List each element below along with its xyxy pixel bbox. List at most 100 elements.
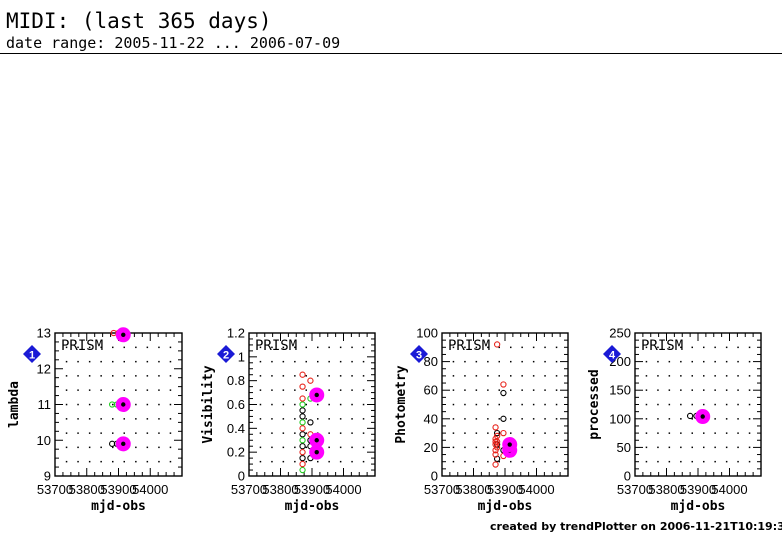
- grid-dot: [475, 375, 478, 377]
- x-tick-label: 53700: [424, 482, 460, 497]
- grid-dot: [282, 446, 285, 449]
- grid-dot: [475, 432, 478, 434]
- grid-dot: [271, 375, 273, 377]
- y-tick-label: 0.2: [227, 445, 245, 460]
- y-tick-label: 50: [617, 440, 631, 455]
- grid-dot: [158, 346, 160, 349]
- footer-credit: created by trendPlotter on 2006-11-21T10…: [490, 520, 782, 533]
- grid-dot: [555, 432, 558, 434]
- grid-dot: [521, 432, 523, 434]
- y-axis-label: lambda: [7, 381, 22, 428]
- grid-dot: [146, 389, 149, 391]
- grid-dot: [317, 346, 319, 349]
- grid-dot: [510, 360, 512, 363]
- grid-dot: [112, 389, 114, 391]
- grid-dot: [100, 432, 102, 434]
- grid-dot: [259, 360, 262, 363]
- grid-dot: [668, 389, 671, 391]
- grid-dot: [714, 460, 716, 463]
- grid-dot: [680, 360, 682, 363]
- diamond-icon: [217, 345, 235, 363]
- grid-dot: [169, 360, 172, 363]
- grid-dot: [305, 460, 307, 463]
- grid-dot: [271, 432, 273, 434]
- grid-dot: [77, 418, 79, 420]
- grid-dot: [259, 418, 262, 420]
- grid-dot: [521, 460, 523, 463]
- grid-dot: [725, 375, 728, 377]
- grid-dot: [521, 375, 523, 377]
- y-tick-label: 100: [609, 411, 631, 426]
- grid-dot: [475, 418, 478, 420]
- grid-dot: [668, 446, 671, 449]
- x-tick-label: 53900: [680, 482, 716, 497]
- data-point: [492, 451, 499, 458]
- grid-dot: [532, 432, 535, 434]
- grid-dot: [158, 389, 160, 391]
- grid-dot: [725, 346, 728, 349]
- data-point: [492, 424, 499, 431]
- grid-dot: [748, 375, 751, 377]
- grid-dot: [88, 360, 91, 363]
- grid-dot: [77, 432, 79, 434]
- grid-dot: [100, 460, 102, 463]
- x-tick-label: 54000: [518, 482, 554, 497]
- grid-dot: [317, 375, 319, 377]
- panel-number: 1: [29, 350, 35, 362]
- grid-dot: [645, 346, 648, 349]
- grid-dot: [305, 389, 307, 391]
- grid-dot: [487, 403, 489, 406]
- grid-dot: [680, 389, 682, 391]
- grid-dot: [487, 446, 489, 449]
- data-point: [307, 377, 314, 384]
- grid-dot: [657, 389, 659, 391]
- grid-dot: [521, 446, 523, 449]
- x-tick-label: 54000: [325, 482, 361, 497]
- grid-dot: [135, 375, 137, 377]
- grid-dot: [714, 432, 716, 434]
- data-point: [299, 395, 306, 402]
- data-point: [299, 407, 306, 414]
- grid-dot: [328, 460, 330, 463]
- grid-dot: [146, 446, 149, 449]
- y-axis-label: processed: [587, 369, 602, 439]
- grid-dot: [452, 346, 455, 349]
- y-tick-label: 0.6: [227, 397, 245, 412]
- y-tick-label: 12: [37, 361, 51, 376]
- grid-dot: [475, 346, 478, 349]
- grid-dot: [305, 403, 307, 406]
- grid-dot: [271, 403, 273, 406]
- data-point: [500, 381, 507, 388]
- y-tick-label: 250: [609, 326, 631, 341]
- grid-dot: [294, 389, 296, 391]
- grid-dot: [259, 403, 262, 406]
- grid-dot: [317, 418, 319, 420]
- data-point: [500, 389, 507, 397]
- grid-dot: [88, 418, 91, 420]
- grid-dot: [510, 403, 512, 406]
- grid-dot: [737, 403, 739, 406]
- grid-dot: [339, 360, 342, 363]
- grid-dot: [510, 346, 512, 349]
- grid-dot: [146, 432, 149, 434]
- grid-dot: [487, 460, 489, 463]
- grid-dot: [680, 460, 682, 463]
- grid-dot: [703, 432, 705, 434]
- date-range: date range: 2005-11-22 ... 2006-07-09: [6, 34, 341, 52]
- y-tick-label: 0.8: [227, 373, 245, 388]
- grid-dot: [77, 375, 79, 377]
- grid-dot: [362, 403, 365, 406]
- grid-dot: [544, 403, 546, 406]
- grid-dot: [271, 389, 273, 391]
- grid-dot: [452, 460, 455, 463]
- highlight-point-center: [314, 449, 319, 455]
- grid-dot: [146, 418, 149, 420]
- grid-dot: [169, 432, 172, 434]
- data-point: [307, 419, 314, 426]
- grid-dot: [259, 375, 262, 377]
- grid-dot: [487, 418, 489, 420]
- grid-dot: [112, 375, 114, 377]
- grid-dot: [714, 446, 716, 449]
